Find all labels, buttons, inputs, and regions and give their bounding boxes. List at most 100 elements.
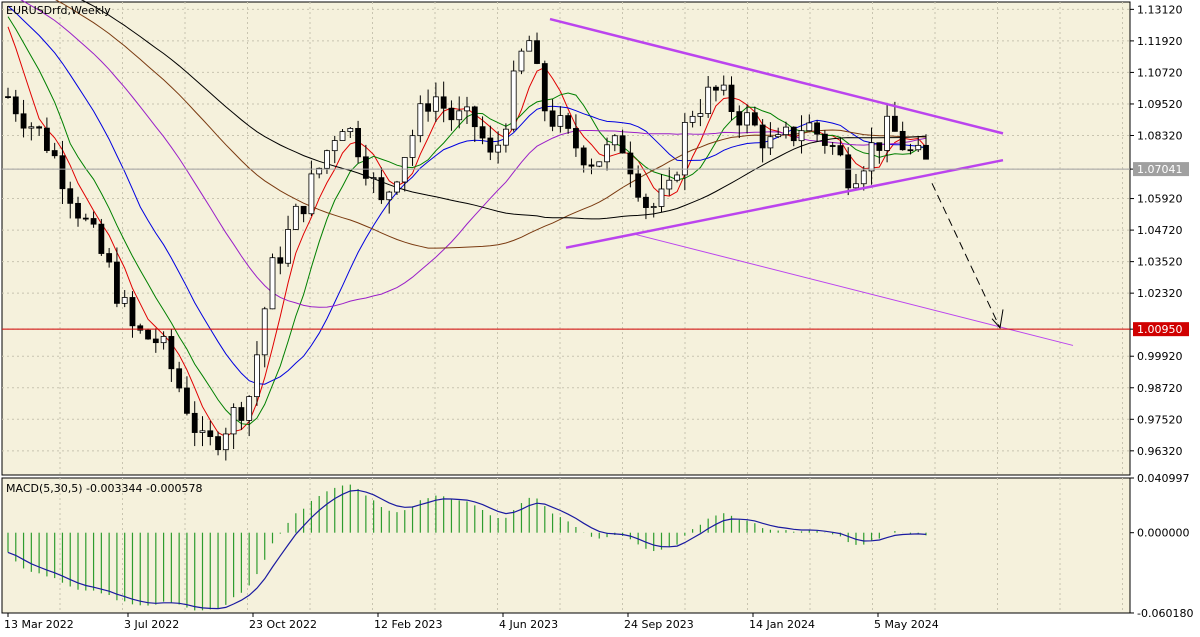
candle — [425, 89, 432, 122]
ma-line-55 — [55, 0, 927, 249]
price-tick-label: 1.09520 — [1137, 98, 1183, 111]
candle — [82, 213, 89, 222]
candle — [308, 160, 315, 217]
candle — [386, 190, 393, 214]
price-tick-label: 0.99920 — [1137, 350, 1183, 363]
candle — [75, 196, 81, 227]
candle — [759, 119, 766, 163]
candle — [821, 130, 828, 154]
candle — [355, 120, 361, 164]
price-tick-label: 1.13120 — [1137, 3, 1183, 16]
price-tick-label: 1.03520 — [1137, 256, 1183, 269]
price-tick-label: 1.07041 — [1137, 163, 1183, 176]
candle — [168, 329, 175, 382]
candle — [456, 96, 463, 129]
candle — [837, 137, 844, 157]
candle — [627, 141, 634, 188]
macd-tick-label: -0.060180 — [1137, 607, 1193, 620]
candle — [518, 48, 525, 75]
candle — [362, 144, 369, 186]
candle — [36, 125, 43, 136]
candle — [502, 123, 509, 153]
candle — [666, 167, 673, 196]
candle — [28, 122, 35, 141]
candle — [300, 205, 307, 223]
candle — [129, 291, 136, 338]
candle — [611, 134, 618, 152]
candle — [728, 76, 735, 121]
candle — [510, 60, 517, 132]
candle — [845, 147, 852, 196]
candle — [5, 87, 11, 99]
triangle-upper-line — [549, 17, 1004, 135]
date-tick-label: 3 Jul 2022 — [124, 618, 179, 631]
candle — [324, 149, 330, 174]
candle — [705, 76, 712, 118]
trendline-drawings — [2, 17, 1130, 346]
candle — [43, 117, 50, 154]
macd-label: MACD(5,30,5) -0.003344 -0.000578 — [6, 482, 202, 495]
candle — [588, 158, 595, 175]
candle — [573, 114, 579, 157]
chart-title: EURUSDrfd,Weekly — [6, 4, 111, 17]
date-tick-label: 12 Feb 2023 — [374, 618, 442, 631]
candle — [899, 121, 906, 151]
candle — [246, 395, 253, 437]
price-tick-label: 1.11920 — [1137, 35, 1183, 48]
candle — [378, 167, 385, 204]
candle — [292, 203, 299, 231]
candle — [51, 142, 58, 159]
price-tick-label: 1.08320 — [1137, 129, 1183, 142]
candle — [534, 32, 540, 65]
candle — [339, 129, 346, 141]
candle — [191, 401, 198, 447]
price-axis: 1.13120 1.11920 1.10720 1.09520 1.08320 1.070… — [1130, 3, 1189, 458]
candle — [347, 127, 354, 138]
candle — [215, 431, 221, 456]
candle — [860, 166, 867, 191]
candle — [176, 361, 183, 393]
price-tick-label: 1.02320 — [1137, 287, 1183, 300]
candle — [440, 81, 447, 123]
candle — [254, 341, 260, 406]
macd-tick-label: 0.000000 — [1137, 527, 1190, 540]
candle — [184, 376, 190, 416]
candle — [417, 95, 424, 143]
candle — [12, 89, 19, 122]
candle — [409, 129, 416, 166]
candle — [549, 99, 556, 132]
candle — [923, 134, 929, 160]
macd-axis: 0.040997 0.000000 -0.060180 — [1130, 472, 1193, 620]
candle — [541, 60, 548, 122]
candle — [526, 35, 533, 52]
candle — [160, 331, 167, 350]
candle — [681, 113, 688, 191]
candle — [868, 127, 875, 185]
price-tick-label: 1.05920 — [1137, 193, 1183, 206]
candle — [464, 96, 470, 124]
candle — [767, 122, 774, 155]
candle — [401, 156, 408, 192]
macd-panel — [1, 477, 1131, 614]
candle — [487, 125, 494, 161]
candle — [199, 416, 206, 447]
candle — [479, 116, 486, 145]
candle — [370, 172, 377, 194]
candle — [775, 127, 782, 139]
macd-signal-line — [7, 489, 927, 610]
candle — [238, 401, 245, 430]
date-axis: 13 Mar 2022 3 Jul 2022 23 Oct 2022 12 Feb 2… — [4, 613, 939, 631]
candle — [736, 105, 743, 139]
candle — [90, 211, 97, 228]
candle — [277, 246, 284, 275]
forecast-arrow — [931, 183, 1001, 329]
candle — [20, 99, 27, 138]
date-tick-label: 14 Jan 2024 — [749, 618, 815, 631]
candle — [285, 215, 291, 267]
candle — [790, 126, 797, 147]
date-tick-label: 4 Jun 2023 — [499, 618, 558, 631]
candle — [806, 114, 813, 132]
candle — [674, 171, 680, 183]
candle — [106, 247, 113, 268]
